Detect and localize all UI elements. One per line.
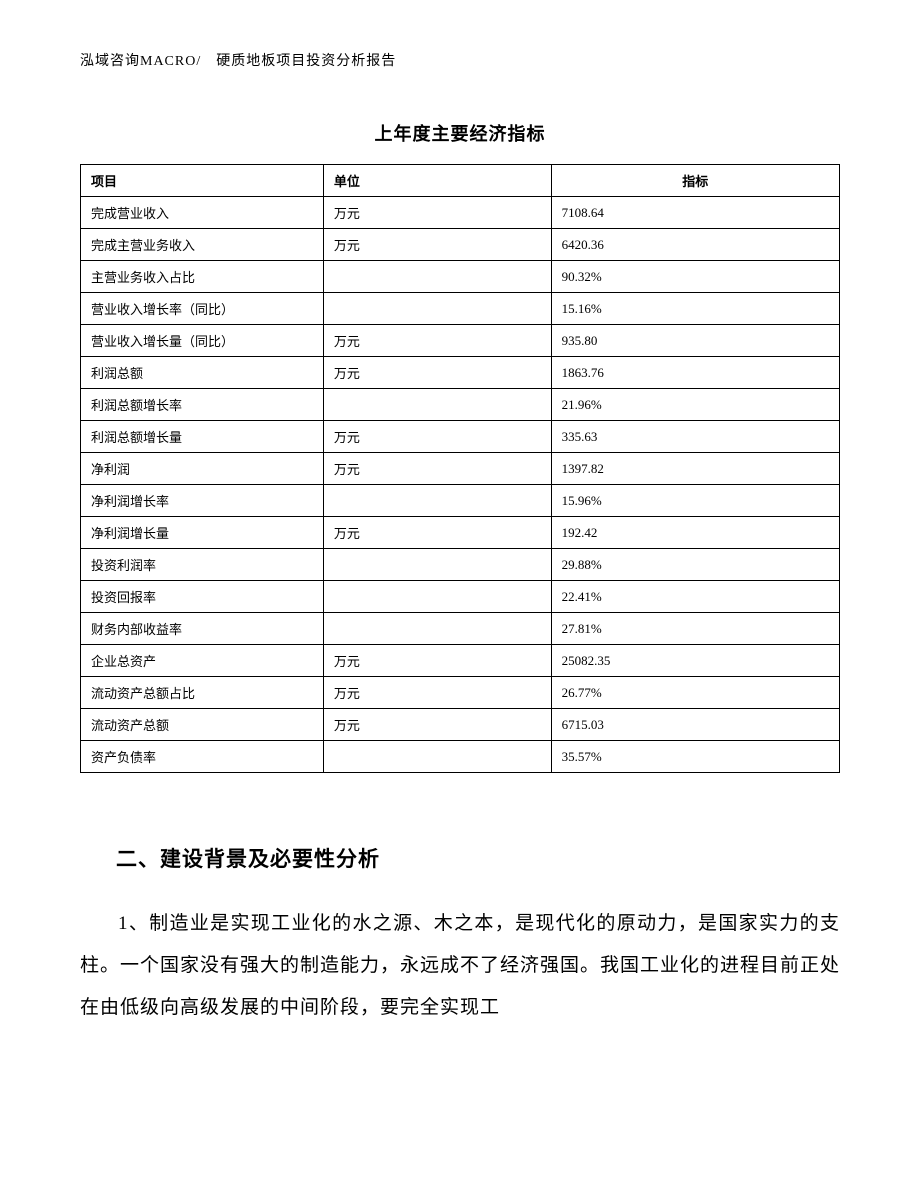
table-header-row: 项目 单位 指标 (81, 165, 840, 197)
table-cell: 万元 (323, 325, 551, 357)
table-cell (323, 485, 551, 517)
table-cell: 万元 (323, 709, 551, 741)
table-cell: 净利润增长率 (81, 485, 324, 517)
table-cell (323, 741, 551, 773)
table-row: 净利润万元1397.82 (81, 453, 840, 485)
page-header: 泓域咨询MACRO/ 硬质地板项目投资分析报告 (80, 50, 840, 70)
table-cell (323, 549, 551, 581)
table-row: 利润总额万元1863.76 (81, 357, 840, 389)
table-row: 企业总资产万元25082.35 (81, 645, 840, 677)
table-cell: 22.41% (551, 581, 839, 613)
table-cell (323, 261, 551, 293)
table-cell: 26.77% (551, 677, 839, 709)
table-cell: 29.88% (551, 549, 839, 581)
table-cell: 完成主营业务收入 (81, 229, 324, 261)
table-cell: 7108.64 (551, 197, 839, 229)
table-cell: 15.96% (551, 485, 839, 517)
table-cell: 营业收入增长量（同比） (81, 325, 324, 357)
table-row: 完成主营业务收入万元6420.36 (81, 229, 840, 261)
section-title: 二、建设背景及必要性分析 (80, 843, 840, 873)
table-row: 投资回报率 22.41% (81, 581, 840, 613)
table-cell: 流动资产总额 (81, 709, 324, 741)
table-cell: 营业收入增长率（同比） (81, 293, 324, 325)
document-page: 泓域咨询MACRO/ 硬质地板项目投资分析报告 上年度主要经济指标 项目 单位 … (0, 0, 920, 1078)
table-cell: 投资回报率 (81, 581, 324, 613)
table-cell: 万元 (323, 645, 551, 677)
table-row: 流动资产总额万元6715.03 (81, 709, 840, 741)
table-cell: 万元 (323, 421, 551, 453)
table-cell: 万元 (323, 229, 551, 261)
table-cell: 35.57% (551, 741, 839, 773)
table-cell: 1863.76 (551, 357, 839, 389)
body-paragraph: 1、制造业是实现工业化的水之源、木之本，是现代化的原动力，是国家实力的支柱。一个… (80, 903, 840, 1028)
table-cell: 192.42 (551, 517, 839, 549)
table-cell (323, 293, 551, 325)
table-cell: 投资利润率 (81, 549, 324, 581)
table-cell: 财务内部收益率 (81, 613, 324, 645)
table-cell: 利润总额增长率 (81, 389, 324, 421)
table-cell: 完成营业收入 (81, 197, 324, 229)
table-cell: 21.96% (551, 389, 839, 421)
table-cell: 27.81% (551, 613, 839, 645)
table-cell: 万元 (323, 517, 551, 549)
table-row: 主营业务收入占比 90.32% (81, 261, 840, 293)
table-cell: 企业总资产 (81, 645, 324, 677)
table-cell: 90.32% (551, 261, 839, 293)
table-cell: 6420.36 (551, 229, 839, 261)
table-row: 投资利润率 29.88% (81, 549, 840, 581)
table-row: 利润总额增长率 21.96% (81, 389, 840, 421)
table-cell: 万元 (323, 453, 551, 485)
table-row: 营业收入增长量（同比）万元935.80 (81, 325, 840, 357)
table-cell: 净利润 (81, 453, 324, 485)
table-cell: 935.80 (551, 325, 839, 357)
table-cell: 资产负债率 (81, 741, 324, 773)
table-row: 流动资产总额占比万元26.77% (81, 677, 840, 709)
table-row: 净利润增长率 15.96% (81, 485, 840, 517)
table-title: 上年度主要经济指标 (80, 120, 840, 146)
table-row: 财务内部收益率 27.81% (81, 613, 840, 645)
table-cell: 净利润增长量 (81, 517, 324, 549)
table-cell: 万元 (323, 197, 551, 229)
table-cell: 335.63 (551, 421, 839, 453)
table-cell: 25082.35 (551, 645, 839, 677)
table-cell: 利润总额 (81, 357, 324, 389)
table-body: 完成营业收入万元7108.64 完成主营业务收入万元6420.36 主营业务收入… (81, 197, 840, 773)
table-header-cell: 单位 (323, 165, 551, 197)
table-cell: 流动资产总额占比 (81, 677, 324, 709)
table-cell (323, 581, 551, 613)
table-row: 资产负债率 35.57% (81, 741, 840, 773)
economic-indicators-table: 项目 单位 指标 完成营业收入万元7108.64 完成主营业务收入万元6420.… (80, 164, 840, 773)
table-row: 利润总额增长量万元335.63 (81, 421, 840, 453)
table-cell: 6715.03 (551, 709, 839, 741)
table-cell: 主营业务收入占比 (81, 261, 324, 293)
table-cell: 1397.82 (551, 453, 839, 485)
table-row: 完成营业收入万元7108.64 (81, 197, 840, 229)
table-cell (323, 613, 551, 645)
table-cell: 15.16% (551, 293, 839, 325)
table-cell: 万元 (323, 357, 551, 389)
table-cell: 利润总额增长量 (81, 421, 324, 453)
table-row: 营业收入增长率（同比） 15.16% (81, 293, 840, 325)
table-header-cell: 指标 (551, 165, 839, 197)
table-cell (323, 389, 551, 421)
table-row: 净利润增长量万元192.42 (81, 517, 840, 549)
table-header-cell: 项目 (81, 165, 324, 197)
table-cell: 万元 (323, 677, 551, 709)
